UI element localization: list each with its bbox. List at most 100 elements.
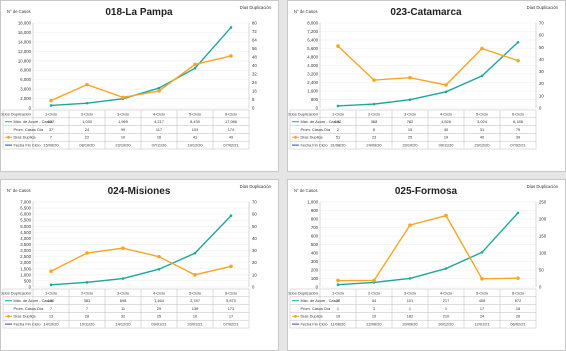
- series-point-dias-duplica: [157, 89, 161, 93]
- y-tick-label-right: 200: [539, 217, 547, 222]
- series-point-max-acum-casos: [408, 98, 412, 101]
- y-tick-label-right: 16: [252, 89, 257, 94]
- table-cell: 31/08/20: [330, 143, 346, 148]
- y-tick-label-right: 32: [252, 72, 257, 77]
- series-point-max-acum-casos: [372, 102, 376, 106]
- y-tick-label-left: 6,500: [20, 206, 31, 211]
- table-header-label: Ciclos Duplicación: [1, 290, 31, 295]
- table-cell: 182: [407, 314, 414, 319]
- y-tick-label-left: 4,000: [307, 63, 318, 68]
- table-cell: 7: [50, 135, 52, 140]
- table-cell: 4,217: [154, 119, 164, 124]
- table-row-label: Prom. Casos Día: [14, 306, 44, 311]
- table-cell: 1: [409, 306, 411, 311]
- series-point-dias-duplica: [229, 54, 233, 58]
- table-cell: 39: [516, 135, 520, 140]
- y-tick-label-left: 800: [311, 97, 319, 102]
- series-point-dias-duplica: [372, 278, 376, 283]
- table-cell: 22/06/20: [366, 322, 382, 327]
- y-tick-label-left: 1,500: [20, 266, 31, 271]
- chart-svg: 025-Formosa N° de Casos Días Duplicación 1,…: [288, 184, 559, 329]
- table-cell: 3: [373, 306, 375, 311]
- table-cell: 49: [480, 135, 484, 140]
- legend-swatch-marker: [294, 314, 297, 318]
- table-cell: 11/06/20: [331, 322, 347, 327]
- table-cell: 1,464: [154, 298, 165, 303]
- series-point-max-acum-casos: [480, 251, 484, 254]
- chart-title: 024-Misiones: [108, 186, 171, 197]
- x-category-label: 2-Ciclo: [81, 111, 93, 116]
- table-cell: 32: [121, 314, 125, 319]
- table-cell: 3,024: [477, 119, 488, 124]
- x-category-label: 6-Ciclo: [512, 111, 524, 116]
- table-cell: 782: [407, 119, 414, 124]
- y-axis-left-label: N° de Casos: [7, 9, 31, 14]
- y-axis-left-label: N° de Casos: [294, 188, 318, 193]
- table-cell: 54: [372, 298, 377, 303]
- x-category-label: 3-Ciclo: [117, 111, 129, 116]
- table-row-label: Días Duplica: [301, 314, 324, 319]
- table-cell: 10/11/20: [80, 322, 96, 327]
- x-category-label: 5-Ciclo: [476, 111, 488, 116]
- y-tick-label-right: 0: [539, 285, 542, 290]
- series-line-dias-duplica: [337, 45, 519, 86]
- table-cell: 210: [443, 314, 450, 319]
- x-category-label: 1-Ciclo: [45, 290, 57, 295]
- series-point-max-acum-casos: [157, 267, 161, 271]
- x-category-label: 2-Ciclo: [368, 111, 380, 116]
- table-cell: 15/09/20: [43, 143, 59, 148]
- table-cell: 16: [157, 135, 161, 140]
- y-tick-label-left: 1,600: [307, 89, 318, 94]
- y-tick-label-right: 24: [252, 80, 257, 85]
- table-cell: 37: [49, 127, 53, 132]
- y-tick-label-right: 0: [252, 106, 255, 111]
- series-point-max-acum-casos: [336, 283, 340, 287]
- table-cell: 19: [444, 135, 448, 140]
- table-cell: 49: [229, 135, 233, 140]
- series-point-max-acum-casos: [444, 90, 448, 94]
- series-point-max-acum-casos: [193, 66, 197, 70]
- y-tick-label-right: 250: [539, 200, 547, 205]
- y-tick-label-left: 600: [311, 234, 319, 239]
- table-cell: 18: [516, 306, 520, 311]
- table-row-label: Días Duplica: [301, 135, 324, 140]
- table-cell: 79: [516, 127, 520, 132]
- table-cell: 20/09/20: [402, 322, 418, 327]
- series-point-max-acum-casos: [516, 40, 520, 44]
- y-tick-label-left: 2,400: [307, 80, 318, 85]
- y-tick-label-left: 3,200: [307, 72, 318, 77]
- series-point-max-acum-casos: [85, 281, 89, 284]
- y-tick-label-left: 0: [316, 106, 319, 111]
- y-tick-label-left: 16,000: [18, 30, 32, 35]
- y-axis-right-label: Días Duplicación: [240, 184, 272, 189]
- y-tick-label-left: 12,000: [18, 49, 32, 54]
- table-cell: 1: [337, 306, 339, 311]
- table-cell: 06/02/21: [510, 322, 525, 327]
- series-line-dias-duplica: [338, 214, 519, 282]
- y-tick-label-right: 30: [539, 69, 544, 74]
- y-tick-label-right: 10: [252, 272, 257, 277]
- y-tick-label-left: 0: [316, 285, 319, 290]
- table-cell: 383: [84, 298, 91, 303]
- table-cell: 09/11/20: [439, 143, 455, 148]
- x-category-label: 1-Ciclo: [332, 111, 344, 116]
- chart-title: 018-La Pampa: [105, 7, 173, 18]
- y-tick-label-left: 14,000: [18, 39, 32, 44]
- table-cell: 15: [408, 127, 412, 132]
- table-cell: 51: [336, 135, 340, 140]
- table-header-label: Ciclos Duplicación: [288, 290, 318, 295]
- y-tick-label-left: 500: [311, 242, 319, 247]
- table-cell: 20/01/21: [187, 322, 202, 327]
- series-point-max-acum-casos: [85, 101, 89, 105]
- table-cell: 7: [86, 306, 88, 311]
- series-point-max-acum-casos: [121, 277, 125, 280]
- y-tick-label-left: 2,500: [20, 254, 31, 259]
- x-category-label: 1-Ciclo: [45, 111, 57, 116]
- table-cell: 368: [371, 119, 378, 124]
- series-point-max-acum-casos: [193, 251, 197, 255]
- legend-swatch-marker: [294, 135, 297, 139]
- x-category-label: 2-Ciclo: [368, 290, 380, 295]
- table-cell: 09/01/21: [151, 322, 166, 327]
- table-cell: 07/02/21: [223, 322, 238, 327]
- y-tick-label-left: 6,000: [20, 77, 31, 82]
